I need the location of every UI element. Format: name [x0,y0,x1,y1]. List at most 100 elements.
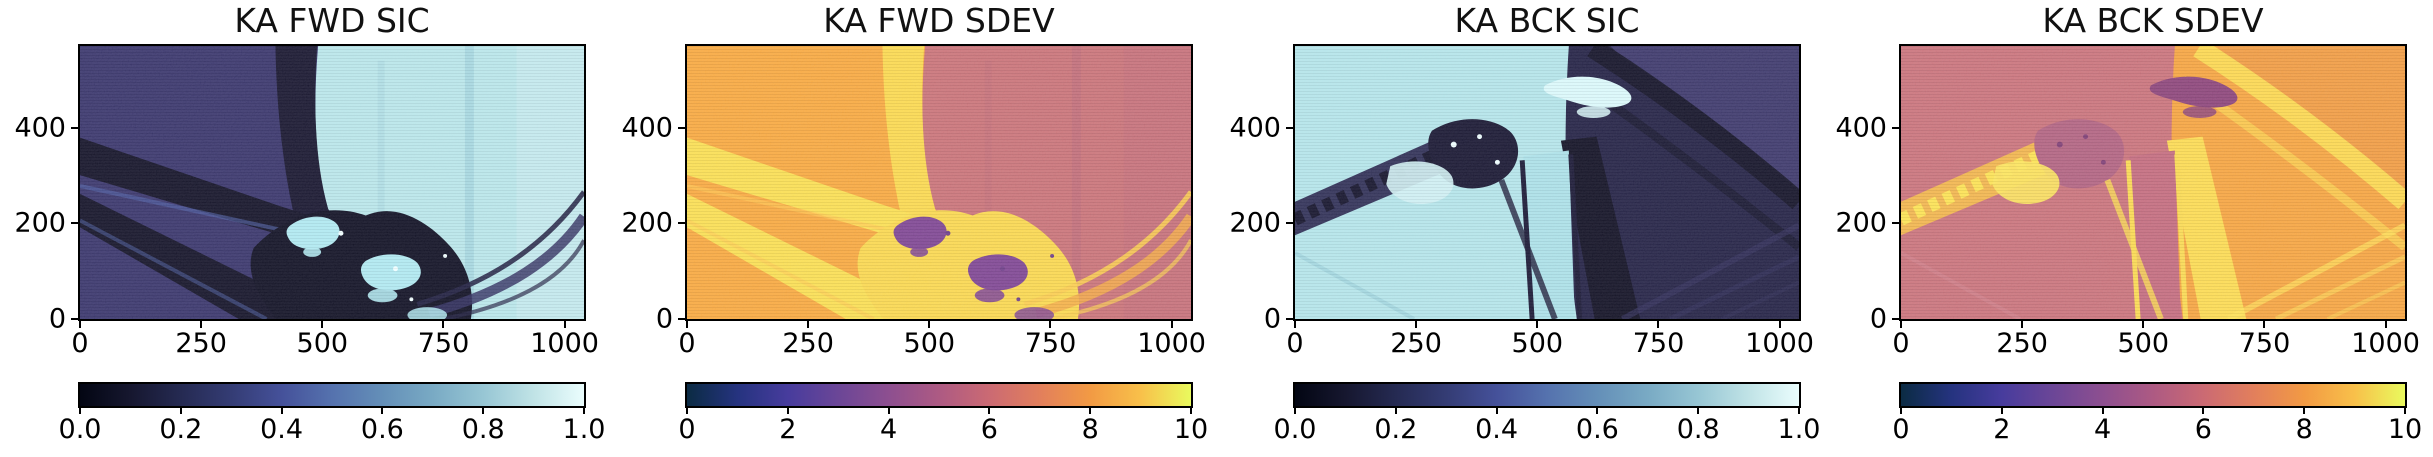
x-tick-mark [200,319,203,328]
colorbar-tick-label: 4 [2094,414,2112,445]
x-tick-mark [1778,319,1781,328]
colorbar-tick-label: 0.0 [1273,414,1317,445]
colorbar-tick-mark [1190,406,1192,414]
colorbar-tick-label: 2 [779,414,797,445]
y-tick-label: 200 [1229,207,1281,239]
x-tick-mark [79,319,81,328]
x-tick-label: 0 [71,328,89,359]
y-tick-mark [71,318,80,320]
colorbar-tick-label: 0.4 [260,414,304,445]
panel-ka-fwd-sdev: KA FWD SDEV 0 200 400 0 250 500 750 1000 [621,0,1208,457]
colorbar-tick-mark [1798,406,1800,414]
y-tick-mark [1286,318,1295,320]
panel-title: KA BCK SIC [1454,1,1640,40]
x-tick-mark [321,319,324,328]
x-tick-label: 250 [782,328,834,359]
y-tick-label: 0 [1263,303,1281,335]
colorbar-sic: 0.0 0.2 0.4 0.6 0.8 1.0 [1274,382,1820,443]
colorbar-tick-mark [1394,406,1397,414]
colorbar-tick-label: 6 [2194,414,2212,445]
colorbar-tick-label: 0.8 [461,414,505,445]
x-tick-mark [686,319,688,328]
colorbar-tick-label: 6 [980,414,998,445]
x-tick-label: 750 [2238,328,2291,359]
x-tick-label: 1000 [1745,328,1814,359]
x-tick-label: 500 [903,328,956,359]
heatmap-plot: 0 200 400 0 250 500 750 1000 [1835,44,2420,357]
x-tick-mark [442,319,445,328]
heatmap-plot: 0 200 400 0 250 500 750 1000 [14,44,599,357]
colorbar-tick-label: 1.0 [1777,414,1821,445]
y-tick-mark [678,318,687,320]
y-tick-label: 0 [1869,303,1887,335]
panel-title: KA FWD SDEV [823,1,1055,40]
y-tick-mark [1892,126,1901,129]
colorbar-tick-mark [583,406,585,414]
x-tick-label: 750 [417,328,470,359]
panel-title: KA BCK SDEV [2042,1,2264,40]
colorbar-tick-label: 10 [2387,414,2423,445]
y-tick-mark [678,126,687,129]
y-tick-mark [1892,318,1901,320]
colorbar-tick-label: 0.2 [1374,414,1418,445]
colorbar-tick-mark [887,406,890,414]
x-tick-mark [1536,319,1539,328]
colorbar-tick-label: 4 [880,414,898,445]
colorbar-tick-label: 0.6 [360,414,404,445]
colorbar-tick-label: 1.0 [562,414,606,445]
colorbar-gradient-thermal [687,384,1191,406]
y-tick-mark [71,126,80,129]
colorbar-tick-label: 0.0 [58,414,102,445]
y-tick-label: 400 [621,112,673,144]
x-tick-label: 1000 [2351,328,2420,359]
colorbar-sdev: 0 2 4 6 8 10 [678,382,1208,443]
colorbar-gradient-thermal [1901,384,2405,406]
colorbar-tick-label: 0.6 [1575,414,1619,445]
colorbar-tick-mark [1697,406,1700,414]
y-tick-label: 0 [655,303,673,335]
y-tick-label: 0 [48,303,66,335]
x-tick-mark [1049,319,1052,328]
colorbar-sic: 0.0 0.2 0.4 0.6 0.8 1.0 [59,382,605,443]
colorbar-tick-mark [179,406,182,414]
heatmap-image [1901,46,2405,319]
colorbar-tick-mark [1900,406,1902,414]
colorbar-tick-mark [2404,406,2406,414]
y-tick-label: 400 [1835,112,1887,144]
x-tick-mark [1294,319,1296,328]
x-tick-label: 250 [175,328,227,359]
colorbar-tick-label: 8 [1081,414,1099,445]
y-tick-label: 400 [14,112,66,144]
y-tick-label: 400 [1229,112,1281,144]
colorbar-tick-mark [79,406,81,414]
colorbar-gradient-ice [80,384,584,406]
x-tick-label: 500 [1511,328,1564,359]
x-tick-mark [807,319,810,328]
x-tick-label: 1000 [1137,328,1206,359]
colorbar-gradient-ice [1295,384,1799,406]
x-tick-label: 750 [1024,328,1077,359]
y-tick-mark [1892,222,1901,225]
x-tick-label: 0 [678,328,696,359]
y-tick-label: 200 [1835,207,1887,239]
colorbar-tick-label: 0.4 [1475,414,1519,445]
colorbar-tick-mark [2202,406,2205,414]
y-tick-mark [71,222,80,225]
x-tick-mark [1415,319,1418,328]
colorbar-tick-label: 2 [1993,414,2011,445]
heatmap-image [687,46,1191,319]
colorbar-tick-mark [1089,406,1092,414]
colorbar-tick-mark [280,406,283,414]
colorbar-tick-label: 10 [1173,414,1209,445]
x-tick-label: 1000 [530,328,599,359]
x-tick-label: 750 [1632,328,1685,359]
x-tick-label: 500 [2117,328,2170,359]
x-tick-label: 250 [1390,328,1442,359]
x-tick-mark [2021,319,2024,328]
heatmap-image [80,46,584,319]
colorbar-tick-label: 8 [2295,414,2313,445]
x-tick-label: 0 [1892,328,1910,359]
panel-title: KA FWD SIC [234,1,430,40]
x-tick-mark [563,319,566,328]
